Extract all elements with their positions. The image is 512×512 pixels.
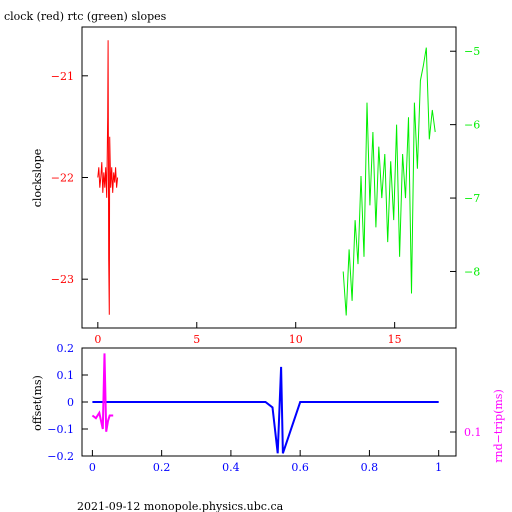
slopes-frame	[81, 26, 457, 329]
offset-x-tick-label: 0.8	[361, 461, 379, 474]
offset-x-axis: 0 0.2 0.4 0.6 0.8 1	[89, 450, 442, 474]
slopes-x-tick-label: 15	[388, 333, 402, 346]
roundtrip-y-label: rnd−trip(ms)	[492, 389, 505, 463]
offset-x-tick-label: 0	[89, 461, 96, 474]
offset-x-tick-label: 0.2	[153, 461, 171, 474]
offset-right-axis: 0.1	[450, 426, 482, 439]
offset-x-tick-label: 1	[435, 461, 442, 474]
footer-label: 2021-09-12 monopole.physics.ubc.ca	[77, 500, 284, 512]
offset-series	[91, 353, 439, 454]
offset-y-tick-label: −0.1	[47, 423, 74, 436]
offset-y-tick-label: −0.2	[47, 450, 74, 463]
slopes-right-tick-label: −6	[464, 119, 480, 132]
slopes-left-tick-label: −23	[51, 273, 74, 286]
offset-line	[92, 366, 439, 454]
roundtrip-line	[91, 353, 114, 432]
slopes-right-tick-label: −7	[464, 192, 480, 205]
slopes-right-tick-label: −5	[464, 45, 480, 58]
slopes-x-tick-label: 10	[289, 333, 303, 346]
slopes-x-tick-label: 0	[94, 333, 101, 346]
slopes-left-tick-label: −22	[51, 172, 74, 185]
roundtrip-tick-label: 0.1	[464, 426, 482, 439]
slopes-left-tick-label: −21	[51, 70, 74, 83]
slopes-y-label: clockslope	[31, 149, 44, 207]
slopes-x-axis: 0 5 10 15	[94, 322, 402, 346]
slopes-x-tick-label: 5	[193, 333, 200, 346]
slopes-left-axis: −21 −22 −23	[51, 70, 88, 286]
offset-y-tick-label: 0.2	[57, 342, 75, 355]
offset-y-tick-label: 0.1	[57, 369, 75, 382]
chart-title: clock (red) rtc (green) slopes	[4, 10, 167, 23]
offset-left-axis: 0.2 0.1 0 −0.1 −0.2	[47, 342, 88, 463]
slopes-panel: 0 5 10 15 −21 −22 −23 −5 −6 −7 −8 clockslope	[31, 26, 480, 346]
offset-y-tick-label: 0	[67, 396, 74, 409]
clock-slope-line	[97, 40, 119, 315]
offset-y-label: offset(ms)	[31, 375, 44, 431]
offset-x-tick-label: 0.6	[291, 461, 309, 474]
offset-x-tick-label: 0.4	[222, 461, 240, 474]
slopes-right-tick-label: −8	[464, 265, 480, 278]
slopes-right-axis: −5 −6 −7 −8	[450, 45, 480, 278]
slopes-series	[97, 40, 436, 316]
offset-panel: 0 0.2 0.4 0.6 0.8 1 0.2 0.1 0 −0.1 −0.2 0.1 offse…	[31, 342, 505, 474]
rtc-slope-line	[342, 47, 436, 316]
